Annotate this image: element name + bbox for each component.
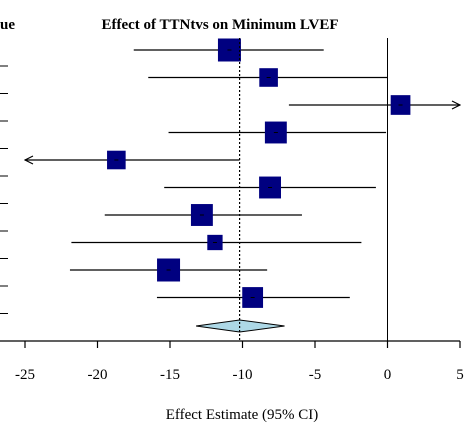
study-row — [148, 68, 388, 87]
left-column-header-fragment: ue — [0, 17, 15, 33]
study-rows — [25, 38, 460, 333]
x-axis: -25 -20 -15 -10 -5 0 5 — [0, 38, 464, 383]
study-row — [168, 121, 387, 144]
study-row — [71, 234, 362, 251]
x-tick-label: 5 — [456, 367, 464, 383]
x-tick-label: -20 — [88, 367, 108, 383]
study-row — [164, 176, 376, 199]
study-row — [288, 95, 460, 115]
study-row — [69, 258, 268, 282]
study-row — [104, 204, 302, 226]
row-separator-ticks — [0, 65, 8, 342]
x-tick-label: -10 — [233, 367, 253, 383]
x-tick-label: -15 — [160, 367, 180, 383]
x-tick-label: -5 — [309, 367, 322, 383]
study-row — [25, 150, 240, 170]
chart-title: Effect of TTNtvs on Minimum LVEF — [101, 17, 338, 33]
x-axis-label: Effect Estimate (95% CI) — [166, 407, 319, 423]
study-row — [133, 38, 324, 62]
study-row — [156, 287, 350, 308]
summary-diamond — [196, 319, 285, 333]
x-tick-label: 0 — [384, 367, 392, 383]
x-tick-label: -25 — [15, 367, 35, 383]
